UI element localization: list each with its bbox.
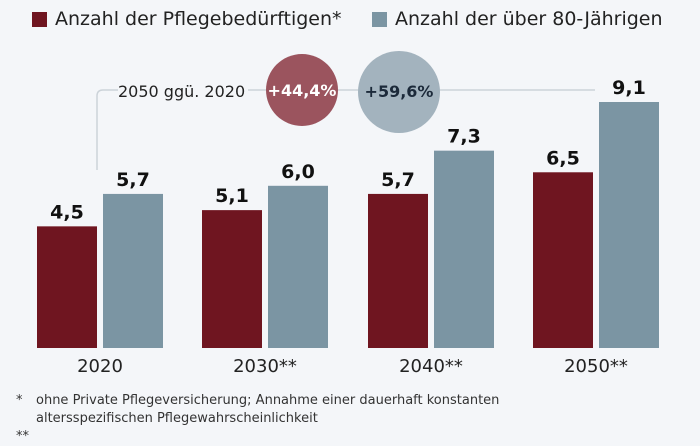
data-label: 5,7 [116,169,150,191]
legend-item-pflegebeduerftige: Anzahl der Pflegebedürftigen* [32,8,342,30]
bar-2020-ueber-80 [103,193,163,348]
footnote-mark-double: ** [16,429,29,444]
legend-label: Anzahl der Pflegebedürftigen* [55,8,342,30]
annotation-label: 2050 ggü. 2020 [118,82,245,101]
data-label: 4,5 [50,201,84,223]
data-label: 9,1 [612,77,646,99]
footnotes: * ohne Private Pflegeversicherung; Annahm… [16,392,499,446]
data-label: 5,1 [215,185,249,207]
x-tick-label: 2020 [77,356,123,377]
annotation-connector [96,89,118,170]
data-label: 6,5 [546,147,580,169]
bar-chart: 2050 ggü. 2020 +44,4% +59,6% 4,5 5,7 2020 5… [37,51,659,377]
change-circle-ueber-80 [358,51,440,133]
bar-2050-pflegebeduerftige [533,172,593,348]
bar-2020-pflegebeduerftige [37,226,97,348]
legend-swatch-red [32,11,47,27]
bar-2030-pflegebeduerftige [202,210,262,348]
change-label-ueber-80: +59,6% [365,82,434,101]
legend-swatch-grey [372,11,387,27]
change-circle-pflegebeduerftige [266,54,338,126]
footnote-mark: * [16,393,23,408]
data-label: 7,3 [447,126,481,148]
bar-2040-pflegebeduerftige [368,193,428,348]
x-tick-label: 2050** [564,356,628,377]
data-label: 6,0 [281,161,315,183]
legend-item-ueber-80: Anzahl der über 80-Jährigen [372,8,663,30]
x-tick-label: 2030** [233,356,297,377]
change-label-pflegebeduerftige: +44,4% [268,81,337,100]
footnote-line: ohne Private Pflegeversicherung; Annahme… [36,393,500,408]
bar-2030-ueber-80 [268,185,328,348]
bar-2050-ueber-80 [599,102,659,348]
footnote-line: altersspezifischen Pflegewahrscheinlichk… [36,411,318,426]
legend-label: Anzahl der über 80-Jährigen [395,8,663,30]
bar-2040-ueber-80 [434,150,494,348]
x-tick-label: 2040** [399,356,463,377]
data-label: 5,7 [381,169,415,191]
